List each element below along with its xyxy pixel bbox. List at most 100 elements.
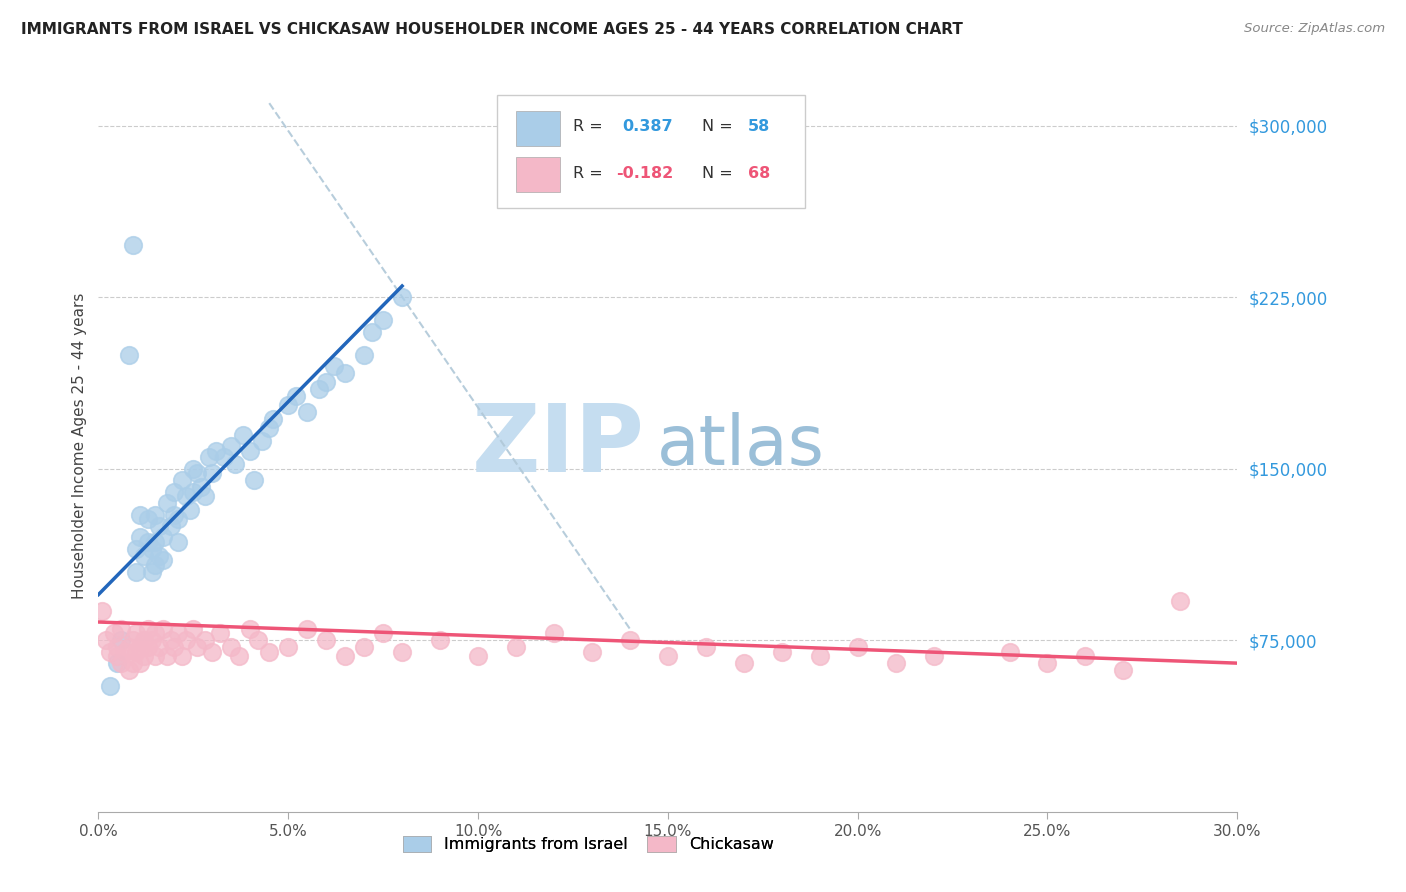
Point <box>846 640 869 655</box>
Point <box>922 649 945 664</box>
Point <box>1074 649 1097 664</box>
Point <box>224 457 246 471</box>
Text: Source: ZipAtlas.com: Source: ZipAtlas.com <box>1244 22 1385 36</box>
FancyBboxPatch shape <box>498 95 804 209</box>
Point <box>505 640 527 655</box>
Point <box>221 640 243 655</box>
Point <box>243 473 266 487</box>
Point <box>657 649 679 664</box>
Point <box>335 649 357 664</box>
Point <box>167 626 190 640</box>
Point <box>167 512 190 526</box>
Point <box>136 535 159 549</box>
Point <box>121 656 143 670</box>
Point <box>170 473 193 487</box>
Point <box>103 626 125 640</box>
Point <box>156 496 179 510</box>
Point <box>581 645 603 659</box>
Point <box>132 549 155 563</box>
Point <box>129 508 152 522</box>
Point <box>152 622 174 636</box>
Point <box>148 640 170 655</box>
Point <box>619 633 641 648</box>
Point <box>170 649 193 664</box>
Point <box>695 640 717 655</box>
Point <box>1112 663 1135 677</box>
Point <box>118 663 141 677</box>
Point <box>884 656 907 670</box>
Text: IMMIGRANTS FROM ISRAEL VS CHICKASAW HOUSEHOLDER INCOME AGES 25 - 44 YEARS CORREL: IMMIGRANTS FROM ISRAEL VS CHICKASAW HOUS… <box>21 22 963 37</box>
Point <box>239 443 262 458</box>
Point <box>212 450 235 465</box>
Point <box>186 467 208 481</box>
Point <box>98 645 121 659</box>
Point <box>132 649 155 664</box>
Point <box>371 626 394 640</box>
Point <box>141 541 163 556</box>
Point <box>129 530 152 544</box>
Point <box>277 640 299 655</box>
Point <box>998 645 1021 659</box>
Point <box>110 656 132 670</box>
Point <box>159 519 181 533</box>
Point <box>125 541 148 556</box>
Point <box>297 622 319 636</box>
Point <box>1170 594 1192 608</box>
Point <box>148 549 170 563</box>
Point <box>163 640 186 655</box>
Point <box>167 535 190 549</box>
Point <box>159 633 181 648</box>
Point <box>118 347 141 362</box>
Point <box>284 389 307 403</box>
Legend: Immigrants from Israel, Chickasaw: Immigrants from Israel, Chickasaw <box>396 830 780 859</box>
Point <box>371 313 394 327</box>
Point <box>197 450 219 465</box>
Point <box>129 640 152 655</box>
Point <box>315 633 337 648</box>
Text: 68: 68 <box>748 167 770 181</box>
Point <box>132 633 155 648</box>
Text: R =: R = <box>574 167 603 181</box>
Point <box>156 649 179 664</box>
Point <box>246 633 269 648</box>
Point <box>107 640 129 655</box>
Point <box>194 489 217 503</box>
Point <box>107 656 129 670</box>
Point <box>141 633 163 648</box>
Point <box>353 347 375 362</box>
Point <box>259 645 281 659</box>
Point <box>194 633 217 648</box>
Point <box>391 645 413 659</box>
Point <box>145 508 167 522</box>
Point <box>107 649 129 664</box>
Point <box>174 489 197 503</box>
Point <box>205 443 228 458</box>
Point <box>163 508 186 522</box>
Point <box>98 679 121 693</box>
Point <box>174 633 197 648</box>
Point <box>250 434 273 449</box>
Point <box>277 398 299 412</box>
Point <box>262 411 284 425</box>
FancyBboxPatch shape <box>516 111 560 146</box>
Point <box>221 439 243 453</box>
Text: 0.387: 0.387 <box>623 119 673 134</box>
Y-axis label: Householder Income Ages 25 - 44 years: Householder Income Ages 25 - 44 years <box>72 293 87 599</box>
Point <box>733 656 755 670</box>
Point <box>183 622 205 636</box>
Point <box>125 565 148 579</box>
Point <box>118 640 141 655</box>
Point <box>121 237 143 252</box>
Point <box>125 626 148 640</box>
Point <box>163 484 186 499</box>
Point <box>259 420 281 434</box>
Point <box>114 645 136 659</box>
Text: N =: N = <box>702 119 733 134</box>
Point <box>467 649 489 664</box>
Point <box>136 640 159 655</box>
Point <box>183 484 205 499</box>
Text: 58: 58 <box>748 119 770 134</box>
Point <box>208 626 231 640</box>
Text: -0.182: -0.182 <box>617 167 673 181</box>
Text: R =: R = <box>574 119 603 134</box>
